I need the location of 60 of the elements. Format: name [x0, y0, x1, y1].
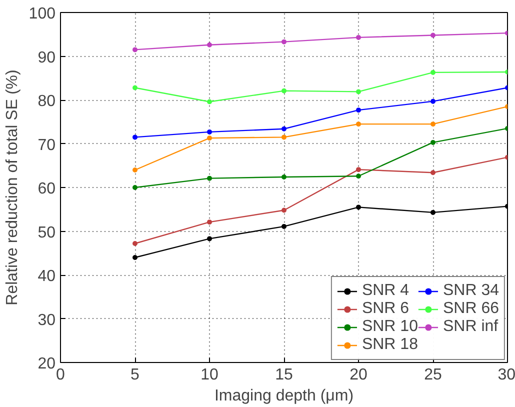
point [430, 140, 436, 145]
y-tick-label: 80 [38, 93, 56, 110]
point [132, 185, 138, 190]
point [430, 70, 436, 75]
point [207, 136, 212, 141]
point [282, 224, 286, 229]
legend-label: SNR inf [442, 318, 498, 336]
point [430, 122, 436, 127]
legend-label: SNR 10 [362, 318, 418, 336]
point [430, 210, 436, 215]
x-tick-label: 5 [130, 366, 140, 384]
y-tick-label: 30 [38, 312, 56, 329]
point [356, 204, 361, 210]
x-tick-label: 15 [275, 366, 293, 384]
point [356, 89, 361, 94]
point [132, 47, 138, 52]
point [132, 85, 138, 90]
point [356, 34, 361, 40]
x-tick-label: 20 [350, 366, 368, 384]
point [282, 88, 286, 94]
point [132, 241, 138, 246]
y-tick-label: 50 [38, 224, 56, 242]
x-axis-title: Imaging depth (μm) [214, 388, 354, 404]
point [430, 32, 436, 38]
y-tick-label: 90 [38, 49, 56, 66]
y-axis-title: Relative reduction of total SE (%) [4, 70, 21, 306]
legend-label: SNR 4 [362, 282, 410, 300]
y-tick-label: 20 [38, 356, 56, 372]
legend-label: SNR 18 [362, 336, 418, 354]
point [356, 122, 361, 127]
point [207, 99, 212, 104]
point [282, 134, 286, 140]
legend-label: SNR 6 [362, 300, 410, 318]
x-tick-label: 30 [498, 366, 515, 384]
point [207, 42, 212, 48]
x-tick-label: 25 [424, 366, 442, 384]
point [207, 176, 212, 181]
point [132, 255, 138, 260]
x-tick-label: 10 [200, 366, 218, 384]
y-tick-label: 100 [28, 6, 56, 22]
point [207, 129, 212, 134]
y-tick-label: 40 [38, 268, 56, 285]
point [356, 108, 361, 113]
legend-label: SNR 34 [442, 282, 499, 300]
point [207, 220, 212, 225]
point [282, 174, 286, 180]
point [207, 236, 212, 242]
y-tick-label: 60 [38, 180, 56, 198]
point [132, 168, 138, 172]
point [430, 170, 436, 176]
point [282, 39, 286, 44]
point [282, 126, 286, 132]
point [356, 167, 361, 172]
point [282, 208, 286, 213]
x-tick-label: 0 [56, 366, 66, 384]
point [430, 98, 436, 104]
legend-label: SNR 66 [442, 300, 499, 318]
y-tick-label: 70 [38, 136, 56, 154]
point [132, 134, 138, 140]
point [356, 174, 361, 179]
